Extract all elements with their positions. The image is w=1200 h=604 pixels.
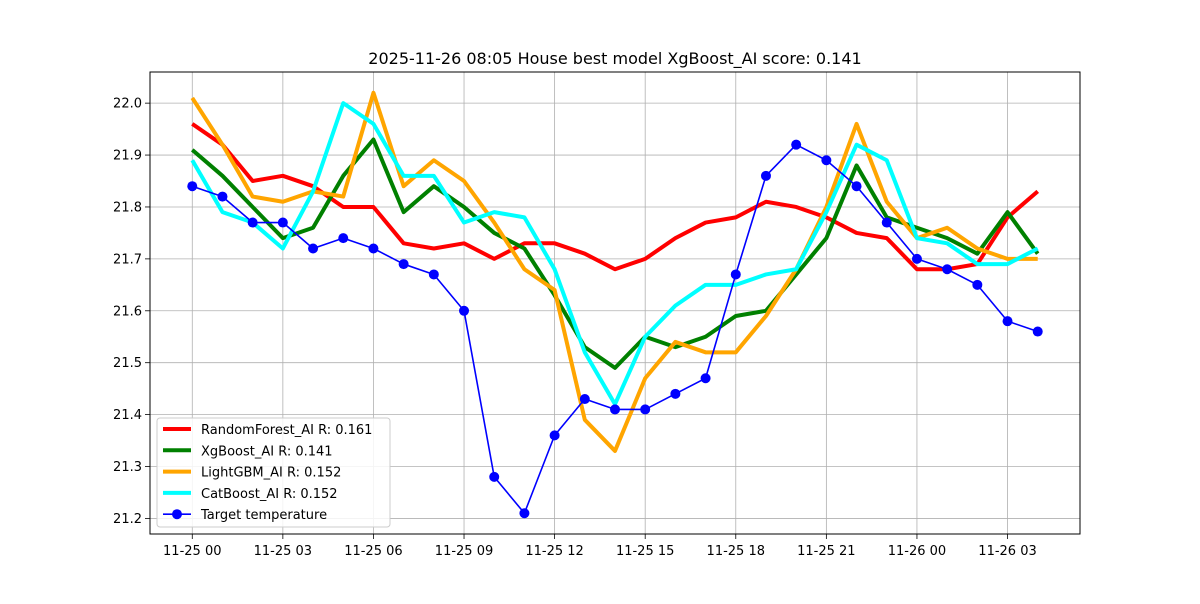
series-randomforest-ai [191, 122, 1040, 272]
legend-marker [172, 509, 182, 520]
data-point [579, 394, 590, 405]
x-tick-label: 11-26 00 [888, 544, 946, 559]
data-point [247, 217, 258, 228]
legend-item: Target temperature [163, 508, 327, 523]
legend-item: RandomForest_AI R: 0.161 [163, 423, 372, 438]
data-point [610, 404, 620, 415]
series-target [187, 139, 1043, 519]
series-line-randomforest-ai [191, 122, 1040, 272]
series-line-catboost-ai [190, 101, 1039, 407]
data-point [549, 430, 560, 441]
grid [150, 72, 1080, 534]
data-point [942, 264, 953, 275]
data-point [217, 191, 228, 202]
x-tick-label: 11-25 09 [435, 544, 493, 559]
y-tick-label: 21.9 [113, 149, 142, 164]
series-group [187, 90, 1043, 519]
data-point [972, 279, 983, 290]
y-tick-label: 21.7 [113, 252, 142, 267]
data-point [428, 269, 439, 280]
y-tick-label: 22.0 [113, 97, 142, 112]
legend-label: RandomForest_AI R: 0.161 [201, 423, 372, 438]
y-tick-label: 21.3 [113, 460, 142, 475]
x-tick-label: 11-25 12 [525, 544, 583, 559]
data-point [760, 170, 771, 181]
data-point [308, 243, 319, 254]
data-point [277, 217, 288, 228]
chart-title: 2025-11-26 08:05 House best model XgBoos… [368, 49, 861, 69]
data-point [851, 181, 862, 192]
data-point [791, 139, 802, 150]
data-point [368, 243, 379, 254]
y-tick-label: 21.5 [113, 356, 142, 371]
data-point [519, 508, 530, 519]
y-tick-label: 21.4 [113, 408, 142, 423]
data-point [459, 305, 470, 316]
legend-label: XgBoost_AI R: 0.141 [201, 444, 333, 459]
legend-box [156, 417, 391, 528]
data-point [670, 388, 681, 399]
y-tick-label: 21.6 [113, 304, 142, 319]
legend-item: XgBoost_AI R: 0.141 [163, 444, 333, 459]
data-point [881, 217, 892, 228]
plot-frame [149, 71, 1081, 535]
data-point [1002, 316, 1013, 327]
x-tick-label: 11-25 18 [707, 544, 765, 559]
data-point [911, 253, 922, 264]
x-tick-label: 11-25 06 [344, 544, 402, 559]
x-tick-label: 11-25 03 [254, 544, 312, 559]
data-point [1032, 326, 1043, 337]
legend-label: CatBoost_AI R: 0.152 [201, 487, 338, 502]
data-point [700, 373, 711, 384]
legend: RandomForest_AI R: 0.161 XgBoost_AI R: 0.… [156, 417, 391, 528]
y-tick-label: 21.2 [113, 512, 142, 527]
data-point [398, 259, 409, 270]
legend-label: Target temperature [200, 508, 327, 523]
series-lightgbm-ai [190, 90, 1038, 453]
x-tick-label: 11-25 15 [616, 544, 674, 559]
axes: 11-25 00 11-25 03 11-25 06 11-25 09 11-25 12… [113, 97, 1037, 559]
x-tick-label: 11-26 03 [978, 544, 1036, 559]
x-tick-label: 11-25 00 [163, 544, 221, 559]
data-point [338, 233, 349, 244]
x-tick-label: 11-25 21 [797, 544, 855, 559]
series-catboost-ai [190, 101, 1039, 407]
y-tick-label: 21.8 [113, 200, 142, 215]
legend-label: LightGBM_AI R: 0.152 [201, 466, 341, 481]
legend-item: CatBoost_AI R: 0.152 [163, 487, 338, 502]
data-point [187, 181, 198, 192]
series-line-lightgbm-ai [190, 90, 1038, 453]
data-point [489, 471, 500, 482]
data-point [821, 155, 832, 166]
data-point [640, 404, 651, 415]
legend-item: LightGBM_AI R: 0.152 [163, 466, 341, 481]
data-point [730, 269, 741, 280]
